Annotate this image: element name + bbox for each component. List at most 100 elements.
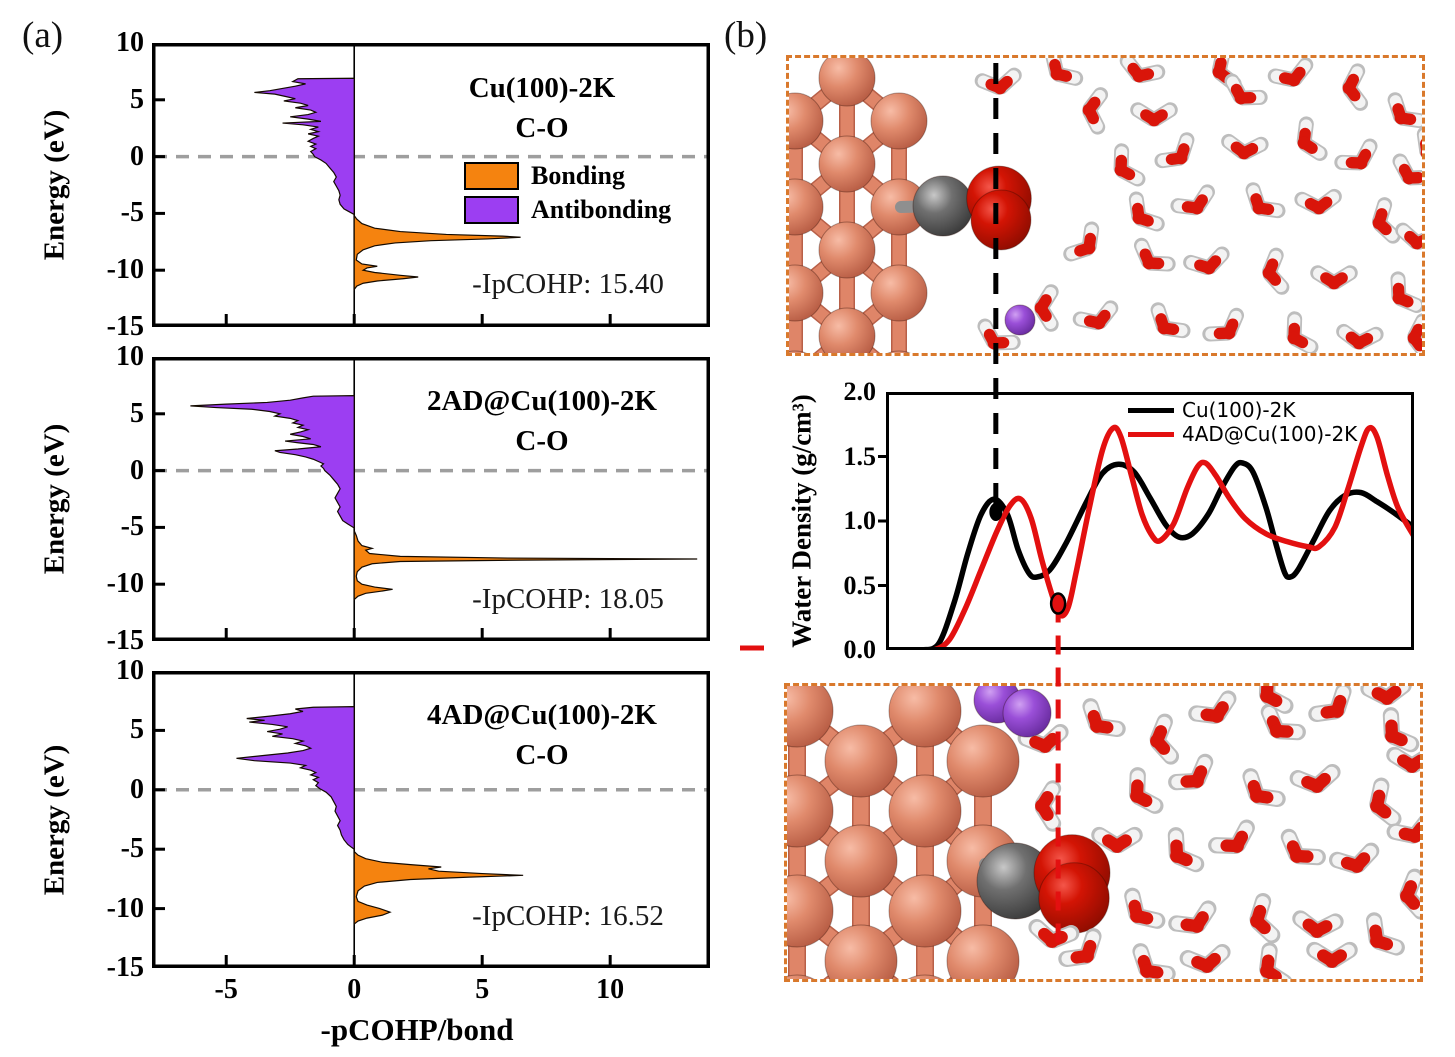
antibonding-label: Antibonding — [531, 195, 672, 224]
water-molecule — [1360, 686, 1412, 706]
area-series-antibonding — [236, 706, 355, 851]
area-series-bonding — [353, 850, 524, 926]
cu-atom — [818, 58, 876, 107]
y-tick-label: -10 — [106, 568, 144, 600]
density-y-tick-label: 0.5 — [843, 570, 877, 600]
water-molecule — [1128, 767, 1164, 814]
cu-atom — [870, 264, 928, 322]
water-molecule — [1058, 928, 1102, 968]
water-molecule — [1334, 138, 1378, 171]
water-molecule — [1296, 116, 1328, 161]
water-molecule — [1034, 284, 1059, 332]
y-tick-label: -10 — [106, 892, 144, 924]
red-line-swatch — [1128, 431, 1174, 437]
o-atom — [1038, 862, 1110, 934]
area-series-antibonding — [254, 77, 355, 216]
water-molecule — [1387, 92, 1422, 129]
density-curve-cu(100)-2k — [920, 459, 1413, 649]
water-molecule — [1262, 247, 1290, 295]
cu-atom — [824, 724, 898, 798]
water-molecule — [1289, 763, 1341, 794]
pcohp-plot-cu100-2k — [152, 43, 710, 327]
water-molecule — [1034, 780, 1062, 832]
water-molecule — [1328, 842, 1380, 874]
legend-entry-black: Cu(100)-2K — [1128, 398, 1357, 422]
cu-atom — [907, 974, 943, 979]
water-molecule — [1372, 197, 1401, 244]
legend-entry-antibonding: Antibonding — [464, 196, 671, 224]
water-molecule — [1119, 58, 1166, 84]
cu-atom — [887, 350, 911, 353]
ipcohp-value-3: -IpCOHP: 16.52 — [472, 900, 664, 932]
pcohp-legend: Bonding Antibonding — [464, 162, 671, 224]
water-molecule — [1306, 941, 1358, 969]
density-y-tick-label: 1.5 — [843, 441, 877, 471]
cu-atom — [787, 874, 834, 948]
water-molecule — [1286, 311, 1319, 353]
water-molecule — [1132, 943, 1176, 979]
water-molecule — [1113, 143, 1146, 187]
black-series-label: Cu(100)-2K — [1182, 398, 1296, 422]
cu-atom — [818, 135, 876, 193]
water-molecule — [1183, 246, 1230, 275]
y-tick-label: 5 — [130, 83, 144, 115]
cu-slab-atoms — [789, 58, 928, 353]
panel-b-label: (b) — [724, 15, 768, 56]
water-molecule — [1294, 188, 1342, 215]
water-molecule — [974, 67, 1022, 95]
bonding-label: Bonding — [531, 161, 625, 190]
area-series-bonding — [353, 530, 698, 601]
water-molecule — [1149, 713, 1180, 765]
water-molecule — [1124, 887, 1166, 929]
panel-a-label: (a) — [22, 15, 64, 56]
water-molecule — [1128, 191, 1165, 232]
water-layer — [974, 58, 1422, 353]
y-tick-label: 5 — [130, 714, 144, 746]
y-tick-label: -15 — [106, 311, 144, 342]
water-molecule — [1154, 132, 1195, 169]
cu-atom — [789, 92, 824, 150]
legend-entry-bonding: Bonding — [464, 162, 671, 190]
water-density-plot — [878, 392, 1414, 650]
x-tick-label: 0 — [347, 974, 362, 1005]
cu-atom — [789, 350, 807, 353]
water-molecule — [1390, 271, 1422, 314]
y-tick-label: 10 — [116, 655, 144, 686]
y-tick-label: -10 — [106, 254, 144, 286]
energy-axis-label-3: Energy (eV) — [38, 744, 71, 896]
water-molecule — [1267, 58, 1314, 88]
pcohp-svg-1 — [152, 357, 710, 641]
k-atom — [1002, 688, 1052, 738]
water-molecule — [977, 318, 1021, 351]
pcohp-svg-2 — [152, 671, 710, 968]
cu-atom — [946, 924, 1020, 979]
water-molecule — [1407, 313, 1422, 353]
water-molecule — [1082, 698, 1126, 738]
water-molecule — [1208, 819, 1255, 855]
water-layer — [1017, 686, 1420, 979]
plot-subtitle-2: C-O — [515, 425, 569, 457]
water-molecule — [1369, 777, 1402, 827]
cu-atom — [787, 974, 815, 979]
water-molecule — [1072, 300, 1119, 331]
x-tick-label: -5 — [214, 974, 238, 1005]
x-tick-label: 5 — [475, 974, 490, 1005]
plot-subtitle-3: C-O — [515, 739, 569, 771]
water-molecule — [1082, 87, 1109, 135]
water-density-axis-label: Water Density (g/cm³) — [786, 394, 817, 648]
y-tick-label: -15 — [106, 625, 144, 656]
water-molecule — [1130, 102, 1178, 127]
water-molecule — [1167, 827, 1205, 873]
water-molecule — [1342, 63, 1369, 111]
y-tick-label: 0 — [130, 454, 144, 486]
water-molecule — [1242, 768, 1286, 808]
water-molecule — [1179, 943, 1231, 974]
pcohp-plot-2ad-cu100-2k — [152, 357, 710, 641]
md-snapshot-cu100-2k — [786, 55, 1425, 356]
water-molecule — [1202, 307, 1245, 342]
cu-atom — [870, 92, 928, 150]
cu-slab-atoms — [787, 686, 1020, 979]
density-y-tick-label: 0.0 — [843, 635, 877, 664]
water-molecule — [1133, 237, 1176, 272]
